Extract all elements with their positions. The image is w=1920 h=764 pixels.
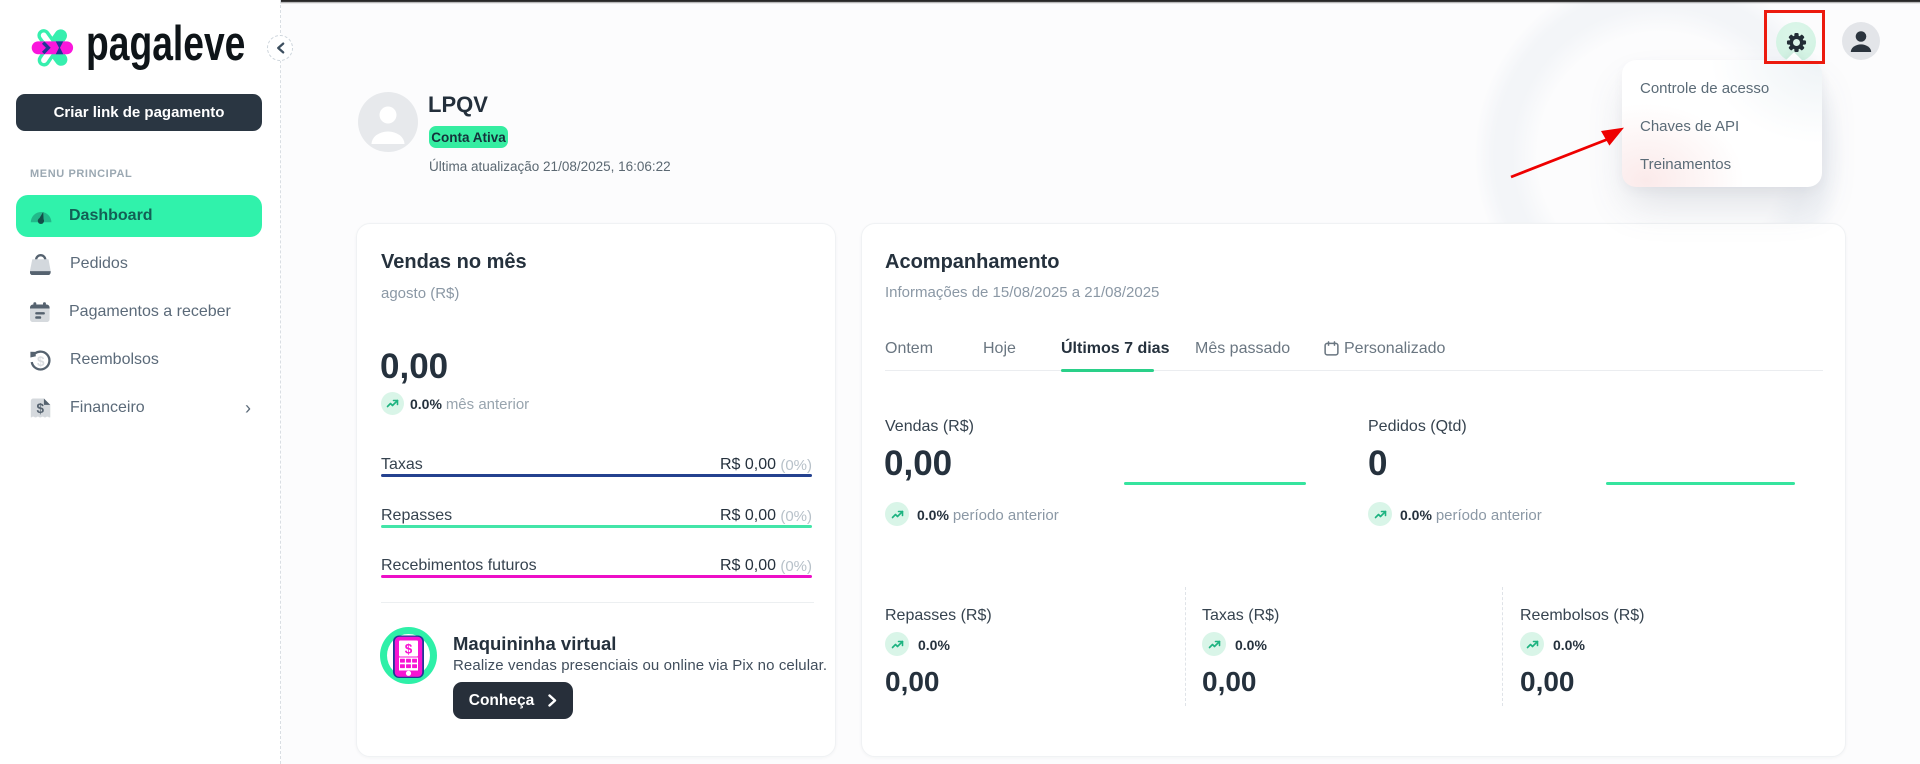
svg-text:$: $: [405, 642, 413, 657]
svg-text:$: $: [36, 401, 44, 416]
svg-text:$: $: [37, 353, 45, 368]
